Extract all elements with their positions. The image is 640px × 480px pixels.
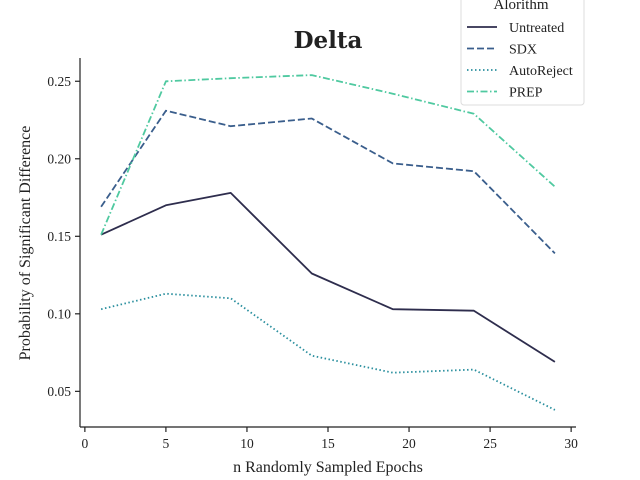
y-tick-label: 0.15 bbox=[47, 229, 71, 244]
axes: 0 5 10 15 20 25 30 0.05 0.10 0.15 0.20 0.25 bbox=[47, 58, 578, 451]
series-line-untreated bbox=[100, 191, 556, 363]
x-tick-label: 30 bbox=[564, 436, 578, 451]
series-line-prep bbox=[100, 74, 556, 236]
y-tick-label: 0.25 bbox=[47, 74, 71, 89]
series-line-autoreject bbox=[100, 292, 556, 411]
x-tick-label: 15 bbox=[321, 436, 335, 451]
y-ticks: 0.05 0.10 0.15 0.20 0.25 bbox=[47, 74, 80, 399]
series-group bbox=[100, 74, 556, 411]
y-tick-label: 0.20 bbox=[47, 151, 71, 166]
x-tick-label: 10 bbox=[240, 436, 254, 451]
legend-title: Alorithm bbox=[494, 0, 549, 13]
chart-title: Delta bbox=[294, 27, 363, 54]
legend-label-untreated: Untreated bbox=[509, 21, 564, 36]
legend-label-prep: PREP bbox=[509, 86, 543, 101]
series-line-sdx bbox=[100, 109, 556, 255]
x-tick-label: 5 bbox=[163, 436, 170, 451]
y-tick-label: 0.05 bbox=[47, 384, 71, 399]
y-tick-label: 0.10 bbox=[47, 306, 71, 321]
x-ticks: 0 5 10 15 20 25 30 bbox=[81, 427, 578, 451]
x-tick-label: 20 bbox=[402, 436, 416, 451]
x-tick-label: 0 bbox=[81, 436, 88, 451]
x-tick-label: 25 bbox=[483, 436, 497, 451]
legend: Alorithm Untreated SDX AutoReject PREP bbox=[460, 0, 585, 106]
x-axis-label: n Randomly Sampled Epochs bbox=[233, 459, 423, 476]
legend-label-autoreject: AutoReject bbox=[509, 64, 573, 79]
y-axis-label: Probability of Significant Difference bbox=[17, 126, 34, 361]
legend-label-sdx: SDX bbox=[509, 43, 537, 58]
